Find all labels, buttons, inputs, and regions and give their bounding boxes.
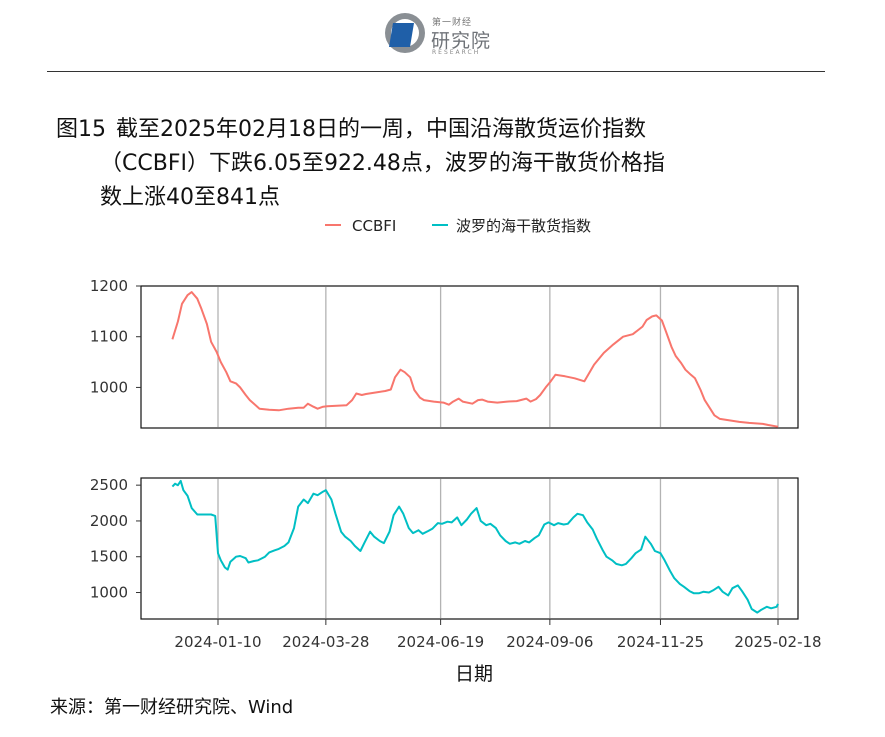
y-tick-label: 1000: [90, 584, 128, 602]
x-tick-label: 2024-03-28: [282, 633, 369, 651]
ccbfi-series-line: [171, 291, 779, 428]
bdi-series-line: [171, 479, 779, 614]
title-line-2: （CCBFI）下跌6.05至922.48点，波罗的海干散货价格指: [100, 151, 665, 176]
bottom-panel-frame: [140, 477, 799, 620]
top-panel-yticks: 1000 1100 1200: [90, 277, 141, 396]
y-tick-label: 1500: [90, 548, 128, 566]
y-tick-label: 1200: [90, 277, 128, 295]
legend-label-ccbfi: CCBFI: [352, 217, 396, 235]
legend: CCBFI 波罗的海干散货指数: [325, 217, 591, 235]
logo-brand-small: 第一财经: [432, 18, 473, 28]
logo-subtitle: RESEARCH: [432, 49, 481, 56]
bottom-panel: 1000 1500 2000 2500: [90, 476, 799, 620]
top-panel: 1000 1100 1200: [90, 277, 799, 429]
x-tick-label: 2024-11-25: [617, 633, 704, 651]
x-tick-label: 2024-06-19: [397, 633, 484, 651]
x-tick-label: 2024-09-06: [506, 633, 593, 651]
figure-number: 图15: [56, 117, 106, 142]
x-tick-label: 2025-02-18: [734, 633, 821, 651]
title-line-1: 截至2025年02月18日的一周，中国沿海散货运价指数: [116, 117, 646, 142]
x-tick-label: 2024-01-10: [174, 633, 261, 651]
bottom-panel-yticks: 1000 1500 2000 2500: [90, 476, 141, 602]
y-tick-label: 1000: [90, 378, 128, 396]
header-divider: [47, 71, 825, 72]
report-header: 第一财经 研究院 RESEARCH: [0, 0, 885, 72]
figure-title: 图15 截至2025年02月18日的一周，中国沿海散货运价指数 （CCBFI）下跌…: [56, 113, 816, 215]
y-tick-label: 2000: [90, 512, 128, 530]
top-panel-grid: [217, 287, 779, 427]
source-note: 来源：第一财经研究院、Wind: [50, 697, 294, 718]
logo-brand: 研究院: [431, 30, 492, 52]
y-tick-label: 2500: [90, 476, 128, 494]
research-logo: 第一财经 研究院 RESEARCH: [383, 8, 503, 58]
logo-mark-icon: [385, 13, 425, 53]
top-panel-frame: [140, 285, 799, 429]
x-axis-title: 日期: [455, 663, 493, 685]
x-axis: 2024-01-10 2024-03-28 2024-06-19 2024-09-06…: [174, 619, 822, 651]
y-tick-label: 1100: [90, 328, 128, 346]
title-line-3: 数上涨40至841点: [100, 185, 280, 210]
legend-label-bdi: 波罗的海干散货指数: [456, 217, 591, 235]
